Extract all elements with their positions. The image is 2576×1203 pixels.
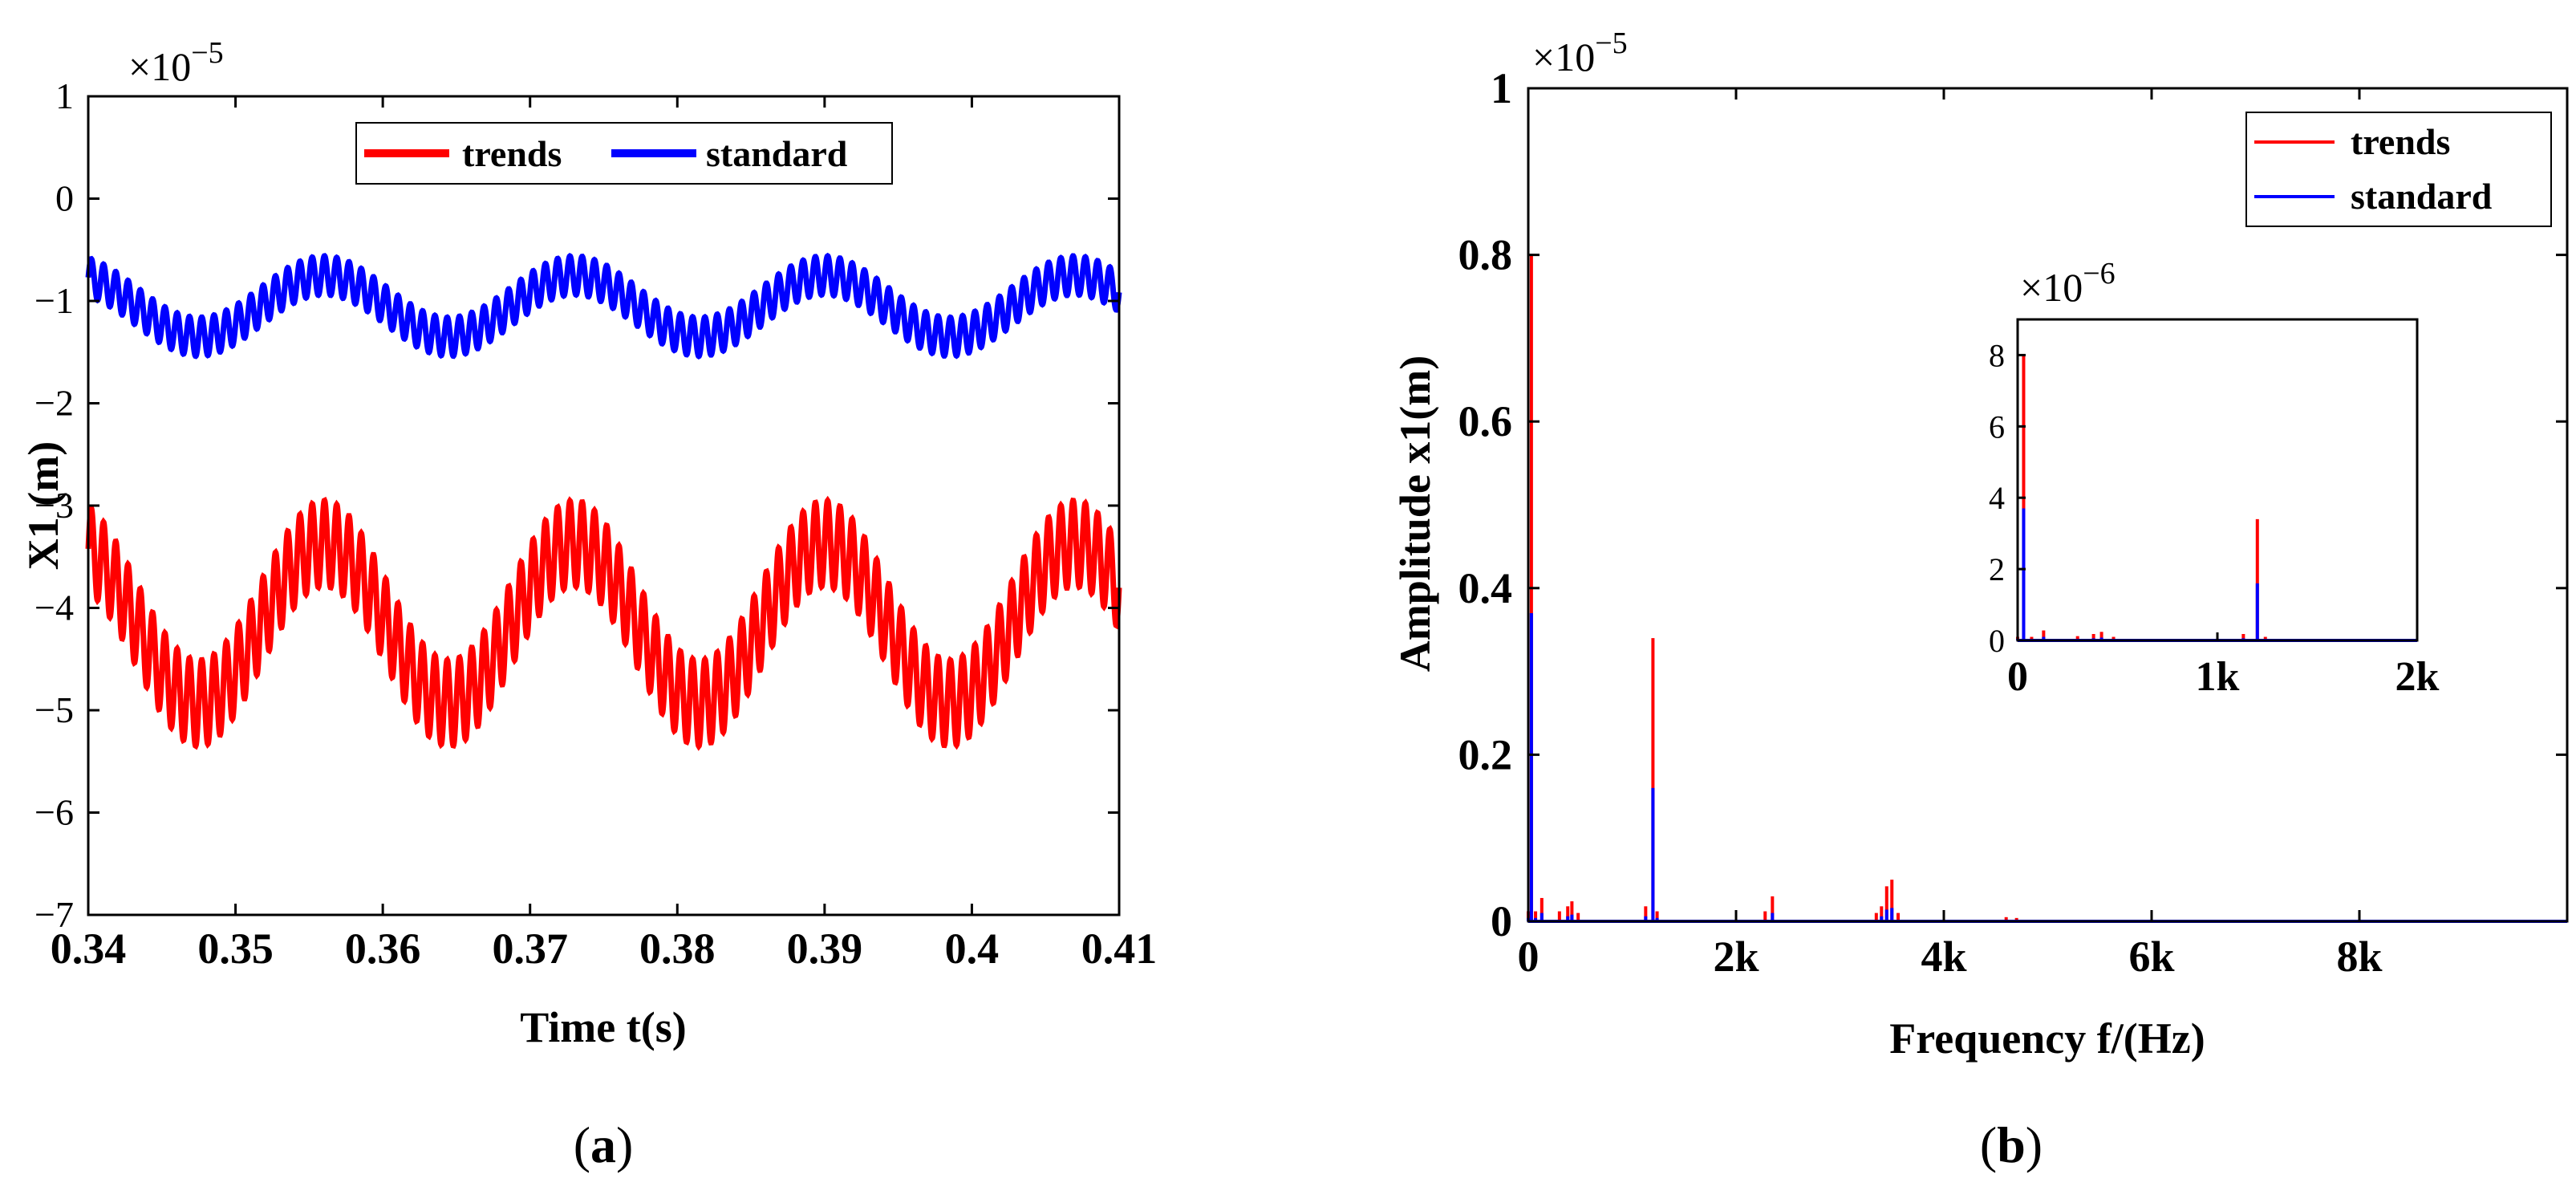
inset-y-ticks: 0 2 4 6 8 (1989, 337, 2026, 659)
panel-a-x-axis-title: Time t(s) (520, 1003, 686, 1051)
panel-b-caption: (b) (1980, 1116, 2043, 1173)
x-tick-label: 0.37 (492, 925, 568, 973)
x-tick-label: 0.36 (345, 925, 421, 973)
y-tick-label: −1 (34, 280, 74, 321)
x-tick-label: 6k (2128, 933, 2174, 981)
panel-b-axes-box (1527, 87, 2569, 923)
panel-b-legend-label-trends: trends (2351, 121, 2450, 162)
inset-y-tick-label: 4 (1989, 480, 2005, 516)
y-tick-label: −6 (34, 792, 74, 833)
panel-b-inset-chart: 0 1k 2k 0 2 4 6 8 ×10−6 (1989, 257, 2440, 700)
inset-x-tick-label: 1k (2196, 654, 2240, 700)
inset-y-exponent: ×10−6 (2020, 257, 2116, 310)
inset-y-tick-label: 6 (1989, 408, 2005, 445)
series-line-trends (85, 495, 1122, 751)
y-tick-label: −5 (34, 689, 74, 730)
panel-a-y-axis-title: X1 (m) (19, 441, 67, 570)
x-tick-label: 0.4 (945, 925, 1000, 973)
panel-b-y-ticks: 0 0.2 0.4 0.6 0.8 1 (1458, 64, 2567, 945)
panel-a-caption: (a) (574, 1116, 634, 1173)
x-tick-label: 0.35 (197, 925, 274, 973)
panel-b-y-axis-title: Amplitude x1(m) (1391, 356, 1439, 672)
panel-b-x-axis-title: Frequency f/(Hz) (1889, 1014, 2205, 1063)
x-tick-label: 0 (1518, 933, 1540, 981)
panel-a-time-chart: 0.34 0.35 0.36 0.37 0.38 0.39 0.4 0.41 1 0 −1 −2 −3… (19, 36, 1157, 1173)
inset-x-ticks: 0 1k 2k (2007, 632, 2440, 700)
panel-a-y-exponent: ×10−5 (128, 36, 224, 89)
x-tick-label: 0.41 (1081, 925, 1158, 973)
y-tick-label: −3 (34, 485, 74, 526)
panel-a-series-lines (85, 252, 1122, 751)
panel-b-y-exponent: ×10−5 (1532, 26, 1628, 79)
y-tick-label: 1 (55, 75, 74, 116)
y-tick-label: 0.2 (1458, 730, 1513, 778)
x-tick-label: 0.39 (787, 925, 863, 973)
x-tick-label: 4k (1921, 933, 1966, 981)
y-tick-label: −4 (34, 587, 74, 628)
y-tick-label: 0 (55, 178, 74, 219)
x-tick-label: 8k (2336, 933, 2382, 981)
panel-b-frequency-chart: 0 2k 4k 6k 8k 0 0.2 0.4 0.6 0.8 1 ×10−5 Frequency… (1391, 26, 2569, 1173)
panel-b-x-ticks: 0 2k 4k 6k 8k (1518, 88, 2383, 981)
y-tick-label: −7 (34, 894, 74, 935)
x-tick-label: 2k (1713, 933, 1759, 981)
panel-a-legend-label-trends: trends (462, 133, 562, 174)
panel-a-x-ticks: 0.34 0.35 0.36 0.37 0.38 0.39 0.4 0.41 (51, 96, 1158, 973)
series-line-standard (85, 252, 1122, 360)
panel-b-legend-label-standard: standard (2351, 176, 2493, 217)
x-tick-label: 0.38 (639, 925, 716, 973)
y-tick-label: 0.8 (1458, 231, 1513, 279)
inset-x-tick-label: 0 (2007, 654, 2028, 700)
inset-y-tick-label: 2 (1989, 551, 2005, 587)
y-tick-label: 0 (1491, 897, 1512, 945)
panel-a-y-ticks: 1 0 −1 −2 −3 −4 −5 −6 −7 (34, 75, 1119, 935)
panel-a-legend-label-standard: standard (706, 133, 848, 174)
inset-plot-area (2018, 319, 2417, 640)
panel-a-legend: trends standard (355, 122, 893, 185)
panel-b-legend-box (2245, 112, 2552, 227)
y-tick-label: −2 (34, 383, 74, 424)
y-tick-label: 0.4 (1458, 564, 1513, 612)
panel-b-legend: trends standard (2245, 112, 2552, 227)
inset-x-tick-label: 2k (2395, 654, 2440, 700)
inset-y-tick-label: 8 (1989, 337, 2005, 373)
inset-y-tick-label: 0 (1989, 623, 2005, 659)
panel-a-plot-area (88, 96, 1119, 915)
x-tick-label: 0.34 (51, 925, 127, 973)
y-tick-label: 1 (1491, 64, 1512, 112)
y-tick-label: 0.6 (1458, 397, 1513, 445)
